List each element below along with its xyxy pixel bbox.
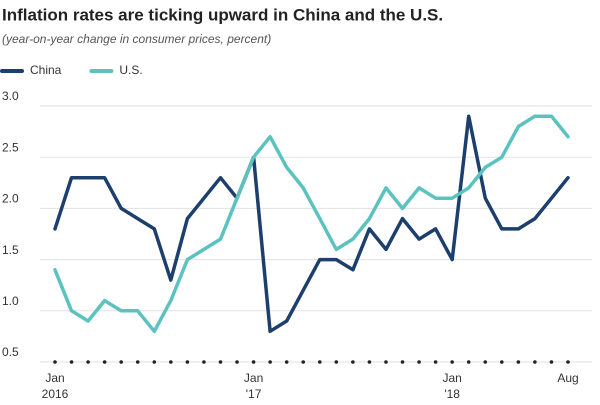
x-tick-dot bbox=[152, 360, 157, 364]
x-tick-label: Jan bbox=[45, 371, 64, 385]
x-tick-year: 2016 bbox=[42, 387, 69, 401]
x-tick-dot bbox=[351, 360, 355, 364]
x-tick-dot bbox=[483, 360, 488, 364]
x-tick-dot bbox=[218, 360, 223, 364]
x-tick-dot bbox=[135, 360, 140, 364]
x-tick-dot bbox=[566, 360, 570, 364]
y-tick-label: 1.0 bbox=[2, 294, 19, 308]
x-tick-dot bbox=[549, 360, 554, 364]
x-tick-dot bbox=[417, 360, 421, 364]
x-tick-dot bbox=[516, 360, 521, 364]
chart-subtitle: (year-on-year change in consumer prices,… bbox=[2, 32, 271, 46]
x-tick-dot bbox=[169, 360, 173, 364]
y-tick-label: 3.0 bbox=[2, 89, 19, 103]
x-tick-dot bbox=[185, 360, 190, 364]
x-tick-dot bbox=[251, 360, 256, 364]
x-tick-dot bbox=[400, 360, 405, 364]
x-tick-dot bbox=[284, 360, 289, 364]
y-tick-label: 0.5 bbox=[2, 345, 19, 359]
x-tick-dot bbox=[533, 360, 537, 364]
x-tick-dot bbox=[268, 360, 272, 364]
x-tick-label: Aug bbox=[557, 371, 578, 385]
x-tick-dot bbox=[433, 360, 438, 364]
x-tick-dot bbox=[384, 360, 388, 364]
x-tick-dot bbox=[119, 360, 123, 364]
x-tick-dot bbox=[301, 360, 306, 364]
x-tick-dot bbox=[69, 360, 74, 364]
x-tick-dot bbox=[202, 360, 206, 364]
x-tick-dot bbox=[500, 360, 504, 364]
x-tick-year: '17 bbox=[246, 387, 262, 401]
y-tick-label: 2.0 bbox=[2, 192, 19, 206]
chart-title: Inflation rates are ticking upward in Ch… bbox=[2, 5, 443, 24]
series-line bbox=[53, 114, 570, 334]
x-tick-dot bbox=[466, 360, 471, 364]
x-tick-dot bbox=[334, 360, 339, 364]
x-tick-dot bbox=[53, 360, 57, 364]
x-tick-label: Jan bbox=[442, 371, 461, 385]
x-tick-dot bbox=[450, 360, 454, 364]
y-tick-label: 2.5 bbox=[2, 140, 19, 154]
y-tick-label: 1.5 bbox=[2, 243, 19, 257]
x-tick-year: '18 bbox=[444, 387, 460, 401]
x-tick-dot bbox=[367, 360, 372, 364]
x-tick-dot bbox=[235, 360, 239, 364]
x-tick-dot bbox=[102, 360, 107, 364]
x-tick-label: Jan bbox=[244, 371, 263, 385]
legend-label: China bbox=[30, 63, 62, 77]
x-tick-dot bbox=[86, 360, 90, 364]
legend-label: U.S. bbox=[119, 63, 142, 77]
x-tick-dot bbox=[317, 360, 322, 364]
series-line bbox=[53, 114, 570, 334]
